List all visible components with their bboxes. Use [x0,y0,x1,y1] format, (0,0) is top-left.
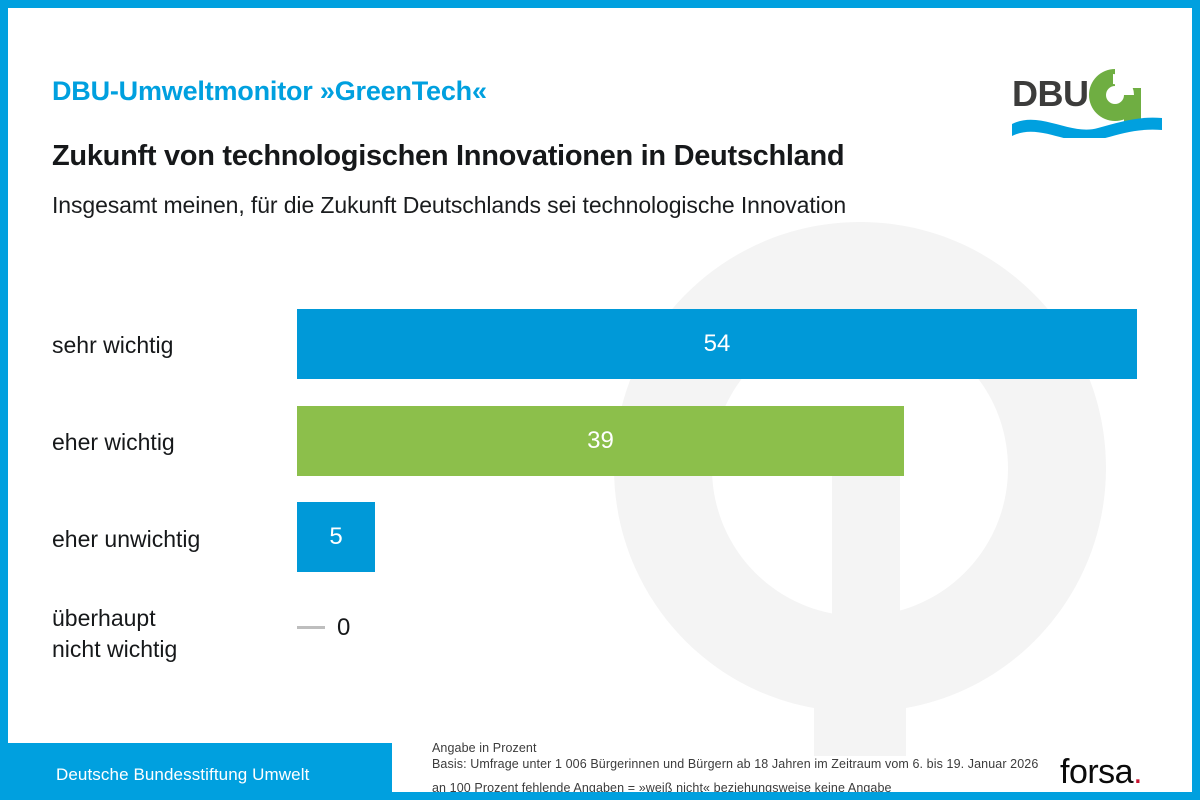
svg-text:DBU: DBU [1012,73,1089,114]
footnote-basis: Basis: Umfrage unter 1 006 Bürgerinnen u… [432,757,1039,771]
bar-value-ueberhaupt-nicht-wichtig: 0 [337,614,351,641]
page-subtitle: Insgesamt meinen, für die Zukunft Deutsc… [52,192,847,218]
footer-brand-label: Deutsche Bundesstiftung Umwelt [56,765,310,784]
category-label-eher-wichtig: eher wichtig [52,429,175,455]
footnote-missing: an 100 Prozent fehlende Angaben = »weiß … [432,781,892,792]
bar-value-eher-unwichtig: 5 [329,523,343,550]
forsa-logo: forsa. [1060,753,1143,791]
page-title: Zukunft von technologischen Innovationen… [52,140,845,172]
bar-value-eher-wichtig: 39 [587,427,614,454]
category-label-sehr-wichtig: sehr wichtig [52,332,174,358]
bar-value-sehr-wichtig: 54 [703,330,731,357]
category-label-ueberhaupt-nicht-wichtig: überhaupt nicht wichtig [52,605,178,662]
bar-chart: sehr wichtig 54 eher wichtig 39 eher unw… [8,8,1192,792]
dbu-logo: DBU [1012,69,1162,138]
zero-bar-dash-icon [297,626,325,629]
forsa-dot: . [1133,753,1143,791]
dbu-q-mark [1089,69,1141,122]
bar-eher-wichtig[interactable]: 39 [297,406,904,476]
page-kicker: DBU-Umweltmonitor »GreenTech« [52,76,487,106]
bar-eher-unwichtig[interactable]: 5 [297,502,375,572]
category-label-eher-unwichtig: eher unwichtig [52,526,201,552]
bar-sehr-wichtig[interactable]: 54 [297,309,1137,379]
footer-brand-band [8,743,392,792]
forsa-wordmark: forsa [1060,753,1134,791]
dbu-wordmark: DBU [1012,73,1089,114]
canvas: DBU-Umweltmonitor »GreenTech« Zukunft vo… [8,8,1192,792]
footnote-unit: Angabe in Prozent [432,741,537,755]
